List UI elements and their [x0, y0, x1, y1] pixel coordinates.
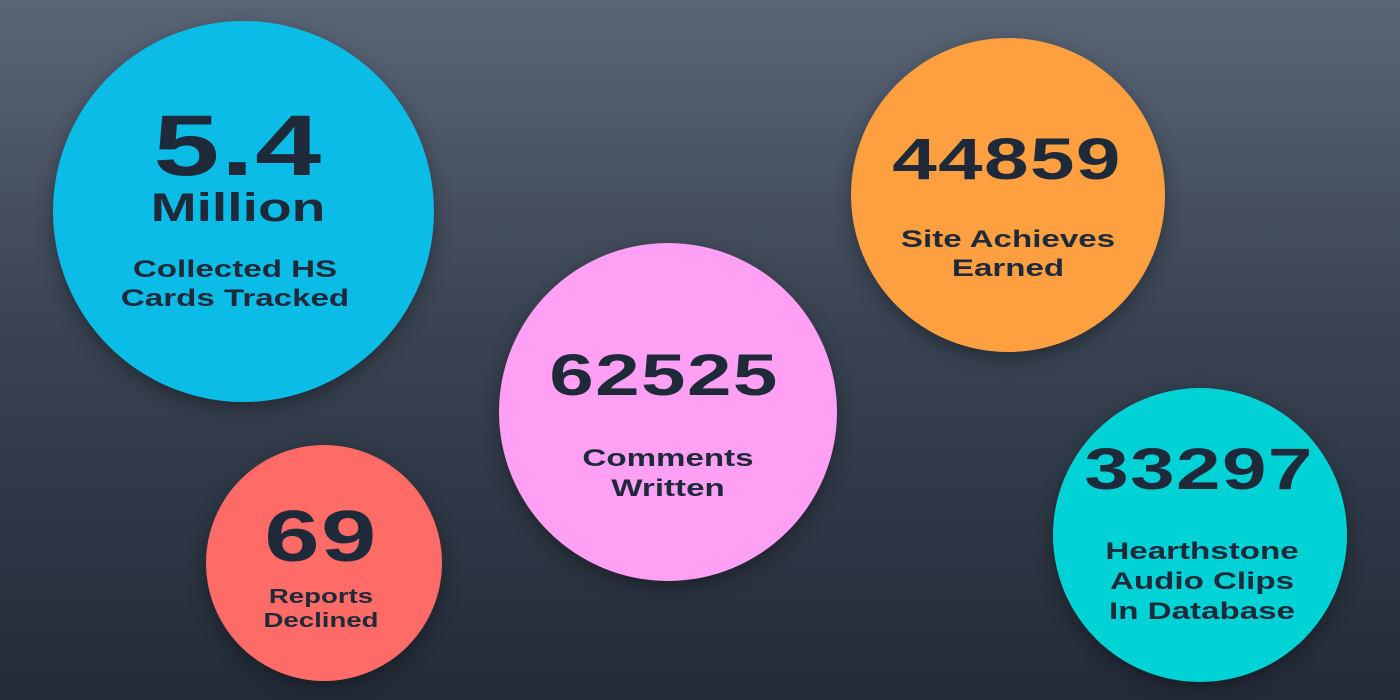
- cards-label-line: Collected HS: [132, 256, 338, 283]
- stat-circle-reports: [206, 445, 442, 681]
- reports-value: 69: [264, 497, 378, 577]
- reports-label-line: Reports: [268, 586, 374, 608]
- audio-label-line: In Database: [1109, 598, 1295, 625]
- audio-label-line: Audio Clips: [1110, 568, 1294, 595]
- reports-label-line: Declined: [263, 610, 379, 632]
- achieves-label-line: Site Achieves: [900, 226, 1116, 253]
- audio-value: 33297: [1084, 437, 1314, 502]
- stat-circle-achieves: [851, 38, 1165, 352]
- comments-value: 62525: [549, 343, 779, 408]
- audio-label-line: Hearthstone: [1105, 538, 1299, 565]
- comments-label-line: Comments: [582, 445, 754, 472]
- achieves-label-line: Earned: [951, 255, 1065, 282]
- stat-circle-comments: [499, 243, 837, 581]
- cards-unit: Million: [150, 186, 326, 230]
- cards-value: 5.4: [153, 98, 323, 194]
- stat-circle-audio: [1053, 388, 1347, 682]
- cards-label-line: Cards Tracked: [120, 285, 350, 312]
- achieves-value: 44859: [892, 127, 1122, 192]
- comments-label-line: Written: [611, 475, 725, 502]
- stat-circle-cards: [53, 21, 434, 402]
